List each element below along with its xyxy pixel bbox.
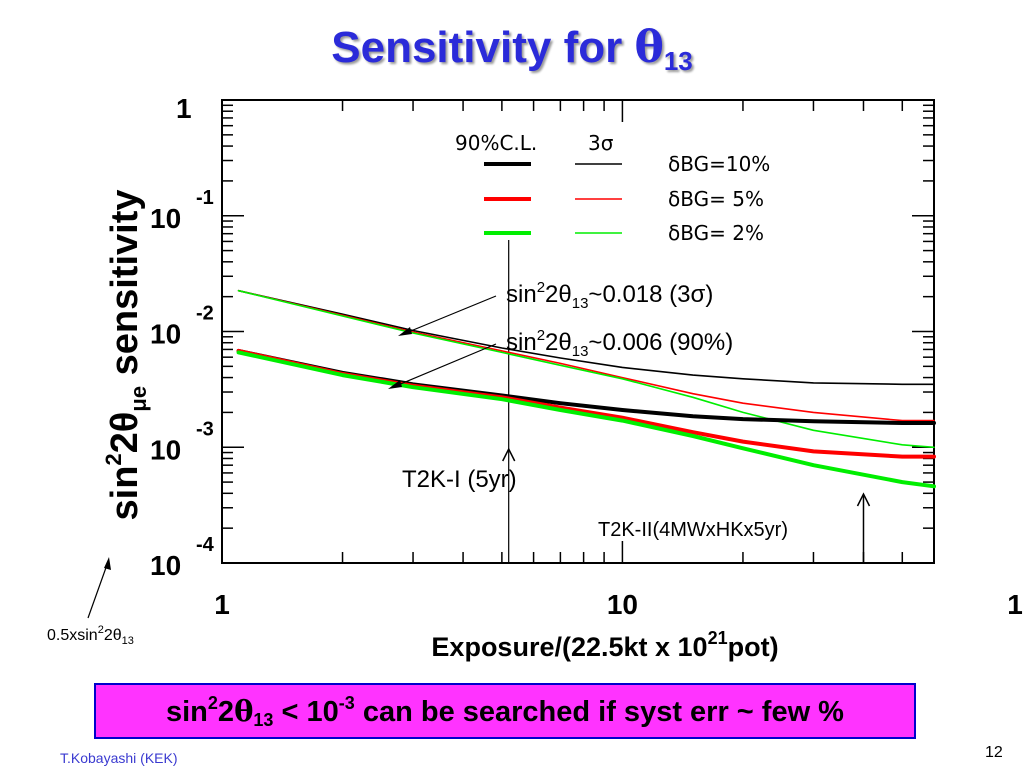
y-tick-label-exp: -1 <box>196 187 214 209</box>
y-tick-label: 10 <box>150 434 181 465</box>
legend-header-sigma: 3σ <box>588 131 614 155</box>
x-tick-label: 10 <box>1007 589 1024 620</box>
series-90cl-bg2 <box>236 350 936 489</box>
y-tick-label-exp: -3 <box>196 418 214 440</box>
legend-entry-bg10: δBG=10% <box>668 152 770 176</box>
annotation-arrow-3sigma <box>400 295 497 336</box>
t2k1-marker-arrowhead <box>502 447 516 462</box>
y-tick-label: 1 <box>176 93 192 124</box>
slide-title: Sensitivity for θ13 <box>0 22 1024 77</box>
x-tick-label: 1 <box>214 589 230 620</box>
title-subscript: 13 <box>663 46 693 76</box>
plot-frame <box>221 99 935 564</box>
sensitivity-chart: 110-110-210-310-4110102 sin22θμe sensiti… <box>47 93 1024 662</box>
t2k2-marker-arrowhead <box>856 492 871 507</box>
y-tick-label-exp: -4 <box>196 534 215 556</box>
x-tick-label: 10 <box>607 589 638 620</box>
y-tick-label: 10 <box>150 550 181 581</box>
y-tick-label-exp: -2 <box>196 303 214 325</box>
annotation-arrow-90cl <box>390 343 497 389</box>
page-number: 12 <box>985 744 1003 761</box>
t2k1-label: T2K-I (5yr) <box>402 466 517 493</box>
annotation-90cl: sin22θ13~0.006 (90%) <box>506 327 733 360</box>
legend-entry-bg2: δBG= 2% <box>668 221 764 245</box>
title-theta: θ <box>634 22 664 73</box>
annotations: sin22θ13~0.018 (3σ) sin22θ13~0.006 (90%)… <box>47 279 788 647</box>
y-axis-label: sin22θμe sensitivity <box>101 190 151 521</box>
half-sin-arrow <box>87 561 109 619</box>
legend-entry-bg5: δBG= 5% <box>668 187 764 211</box>
series-3sigma-bg2 <box>237 289 935 449</box>
conclusion-banner: sin22θ13 < 10-3 can be searched if syst … <box>94 683 916 739</box>
legend-header-cl: 90%C.L. <box>455 131 537 155</box>
series-90cl-bg5 <box>236 348 936 459</box>
chart-marks: 110-110-210-310-4110102 <box>150 93 1024 620</box>
series-3sigma-bg5 <box>237 289 935 422</box>
x-axis-label: Exposure/(22.5kt x 1021pot) <box>431 628 778 662</box>
half-sin-label: 0.5xsin22θ13 <box>47 624 134 647</box>
y-tick-label: 10 <box>150 203 181 234</box>
annotation-arrowhead-90cl <box>388 380 402 389</box>
title-text: Sensitivity for <box>331 23 635 72</box>
t2k2-label: T2K-II(4MWxHKx5yr) <box>598 519 788 541</box>
annotation-arrowhead-3sigma <box>398 327 412 336</box>
footer-author: T.Kobayashi (KEK) <box>60 750 178 766</box>
half-sin-arrowhead <box>104 557 111 570</box>
y-tick-label: 10 <box>150 319 181 350</box>
legend: 90%C.L. 3σ δBG=10% δBG= 5% δBG= 2% <box>455 131 770 245</box>
series-3sigma-bg10 <box>237 289 935 386</box>
annotation-3sigma: sin22θ13~0.018 (3σ) <box>506 279 713 312</box>
